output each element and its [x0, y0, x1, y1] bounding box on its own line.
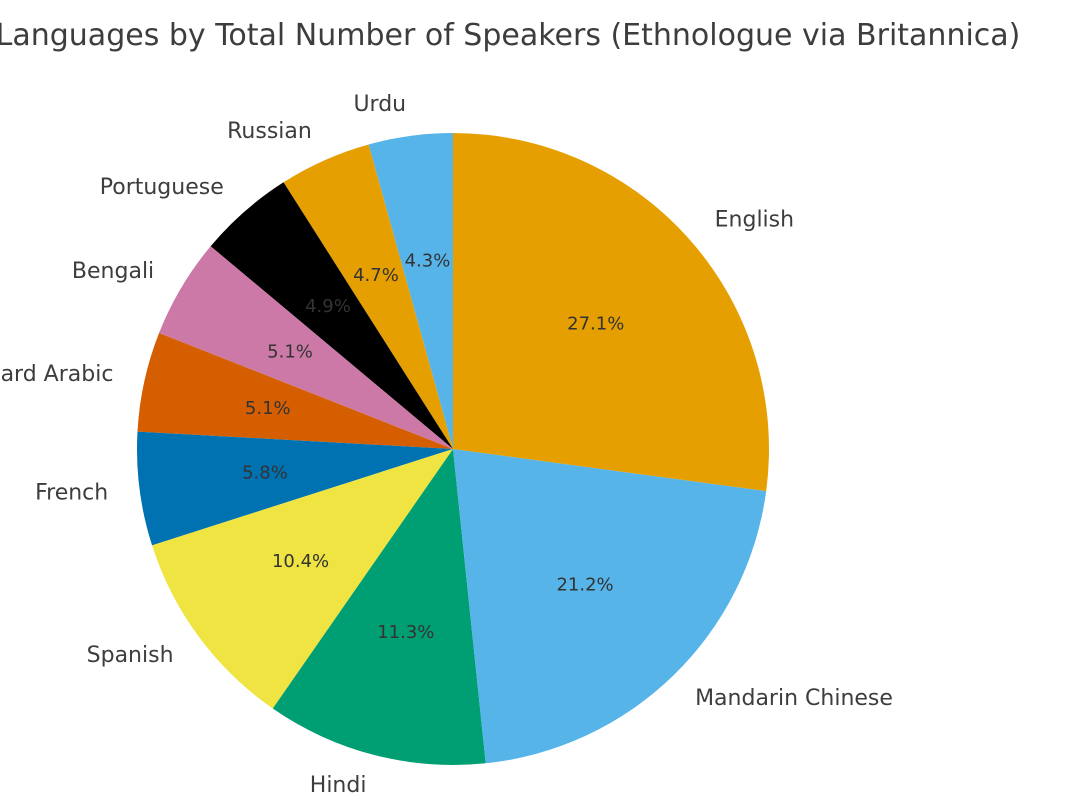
slice-label-urdu: Urdu [353, 92, 406, 117]
pie-slice-modern-standard-arabic [137, 333, 454, 449]
slice-labels: Urdu Russian Portuguese Bengali Modern Stand… [0, 92, 893, 798]
slice-label-hindi: Hindi [310, 773, 367, 798]
pie-slice-urdu [368, 133, 453, 449]
slice-label-spanish: Spanish [87, 643, 174, 668]
pie-slice-russian [283, 144, 453, 450]
pct-label-spanish: 10.4% [272, 551, 329, 572]
pie-slice-bengali [159, 246, 454, 449]
pct-label-russian: 4.7% [353, 265, 399, 286]
pie-slice-hindi [272, 449, 486, 765]
slice-label-french: French [35, 481, 108, 506]
pie-slices [137, 133, 769, 765]
pct-label-mandarin-chinese: 21.2% [556, 575, 613, 596]
slice-label-mandarin-chinese: Mandarin Chinese [695, 686, 893, 711]
percentage-labels: 4.3% 4.7%4.9% 5.1% 5.1% 5.8% 10.4% 11.3% 21.2% 2… [242, 251, 624, 644]
slice-label-bengali: Bengali [72, 259, 154, 284]
pie-slice-english [453, 133, 769, 492]
pct-label-bengali: 5.1% [267, 342, 313, 363]
pie-slice-mandarin-chinese [453, 449, 767, 764]
pct-label-modern-standard-arabic: 5.1% [245, 398, 291, 419]
slice-label-portuguese: Portuguese [100, 175, 224, 200]
slice-label-modern-standard-arabic: Modern Standard Arabic [0, 362, 113, 387]
slice-label-english: English [715, 208, 794, 233]
pie-slice-spanish [152, 449, 454, 709]
pct-label-urdu: 4.3% [405, 251, 451, 272]
slice-label-russian: Russian [227, 119, 312, 144]
pct-label-hindi: 11.3% [377, 622, 434, 643]
pie-slice-portuguese [210, 182, 453, 450]
pct-label-french: 5.8% [242, 463, 288, 484]
pct-label-portuguese: 4.9% [305, 296, 351, 317]
pie-slice-french [137, 431, 453, 546]
chart-title: Languages by Total Number of Speakers (E… [0, 18, 1020, 53]
pct-label-english: 27.1% [567, 314, 624, 335]
